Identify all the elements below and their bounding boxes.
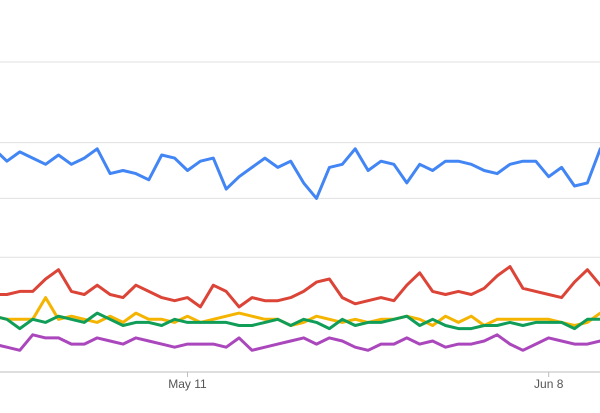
series-line: [0, 265, 600, 309]
x-tick-label: Jun 8: [534, 377, 564, 391]
series-line: [0, 311, 600, 331]
series-line: [0, 333, 600, 352]
series-line: [0, 147, 600, 200]
x-tick-label: May 11: [168, 377, 207, 391]
